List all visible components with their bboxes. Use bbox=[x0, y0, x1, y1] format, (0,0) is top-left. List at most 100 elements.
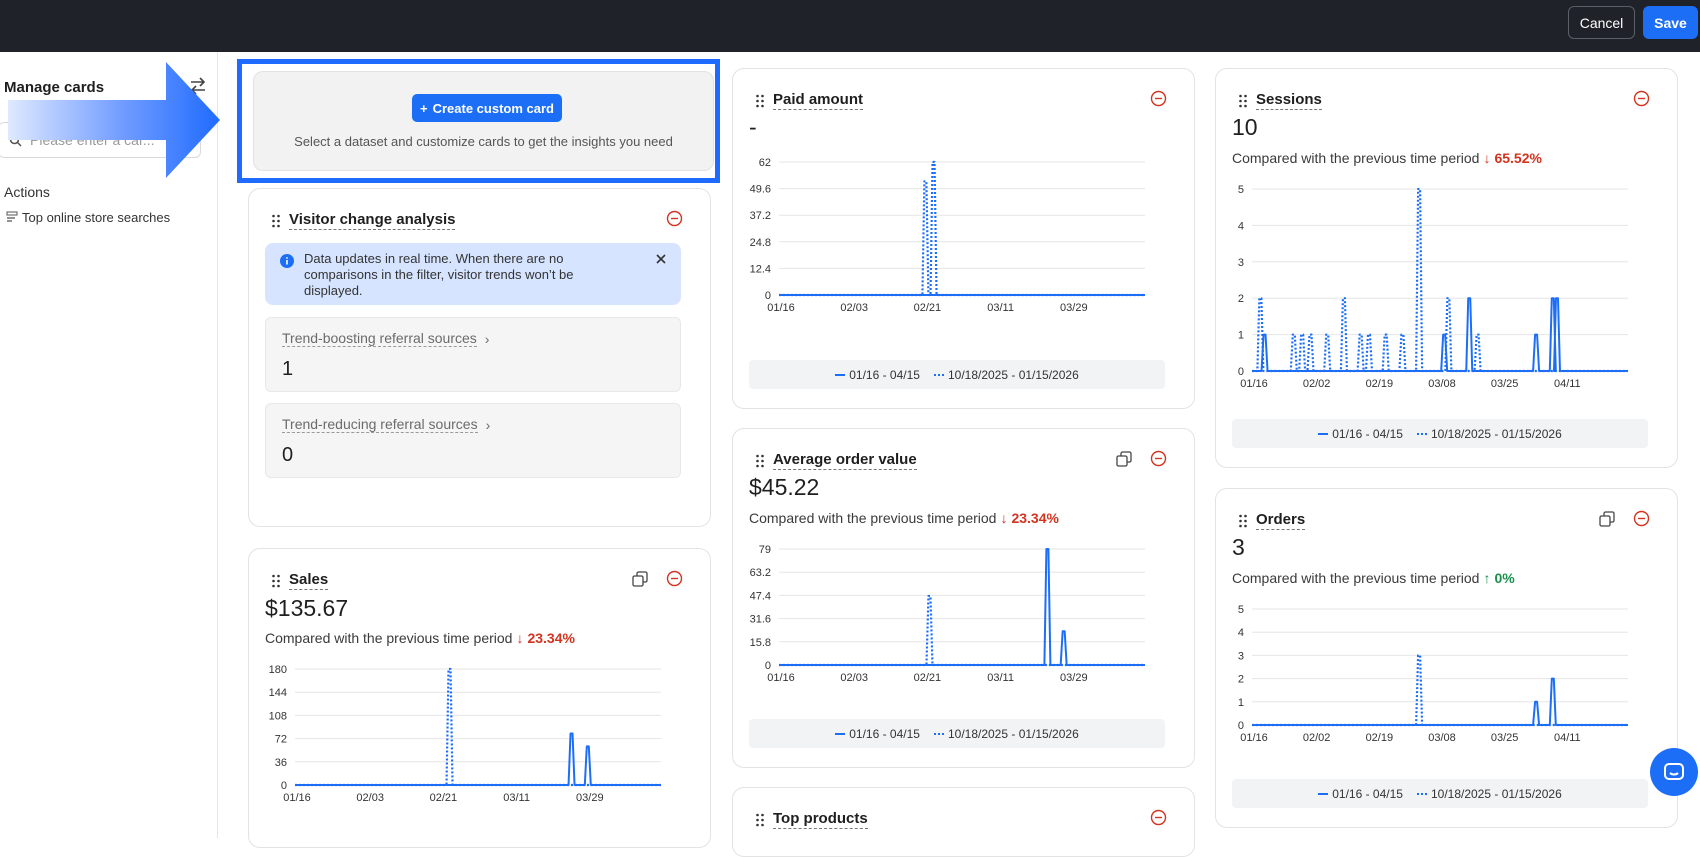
x-tick-label: 02/21 bbox=[914, 672, 942, 684]
remove-card-icon[interactable] bbox=[1633, 90, 1650, 107]
y-tick-label: 3 bbox=[1238, 257, 1244, 269]
compare-text: Compared with the previous time period ↓ 6… bbox=[1232, 150, 1542, 166]
swap-icon[interactable] bbox=[187, 76, 209, 96]
remove-card-icon[interactable] bbox=[1150, 450, 1167, 467]
drag-handle-icon[interactable] bbox=[1238, 514, 1248, 528]
boost-value: 1 bbox=[282, 358, 294, 380]
orders-chart: 0 1 2 3 4 5 01/16 02/02 02/19 03/08 03/25 04/11 bbox=[1238, 604, 1628, 744]
trend-boosting-sources[interactable]: Trend-boosting referral sources › 1 bbox=[265, 317, 681, 392]
trend-reducing-sources[interactable]: Trend-reducing referral sources › 0 bbox=[265, 403, 681, 478]
save-button[interactable]: Save bbox=[1643, 6, 1698, 39]
series-current-line bbox=[779, 548, 1145, 666]
plus-icon: + bbox=[420, 100, 428, 116]
y-tick-label: 4 bbox=[1238, 220, 1244, 232]
delta-value: 0% bbox=[1494, 570, 1515, 586]
aov-chart: 0 15.8 31.6 47.4 63.2 79 01/16 02/03 02/21 03/11 0… bbox=[750, 544, 1145, 684]
remove-card-icon[interactable] bbox=[666, 570, 683, 587]
info-banner: Data updates in real time. When there ar… bbox=[265, 243, 681, 305]
y-tick-label: 108 bbox=[269, 710, 287, 722]
reduce-label: Trend-reducing referral sources bbox=[282, 416, 478, 433]
y-tick-label: 0 bbox=[1238, 366, 1244, 378]
search-input[interactable] bbox=[30, 132, 180, 148]
paid-amount-chart: 0 12.4 24.8 37.2 49.6 62 01/16 02/03 02/21 03/11 0… bbox=[750, 157, 1145, 314]
x-tick-label: 03/29 bbox=[1060, 302, 1088, 314]
y-tick-label: 3 bbox=[1238, 650, 1244, 662]
metric-value: 3 bbox=[1232, 534, 1245, 560]
x-tick-label: 02/03 bbox=[840, 302, 868, 314]
remove-card-icon[interactable] bbox=[1150, 809, 1167, 826]
x-tick-label: 02/02 bbox=[1303, 732, 1331, 744]
sales-card: Sales $135.67 Compared with the previous… bbox=[248, 548, 711, 848]
arrow-down-icon: ↓ bbox=[1483, 150, 1491, 166]
drag-handle-icon[interactable] bbox=[755, 813, 765, 827]
legend-previous: 10/18/2025 - 01/15/2026 bbox=[933, 368, 1079, 382]
create-button-label: Create custom card bbox=[432, 100, 554, 116]
x-tick-label: 01/16 bbox=[767, 302, 795, 314]
average-order-value-card: Average order value $45.22 Compared with… bbox=[732, 428, 1195, 768]
drag-handle-icon[interactable] bbox=[271, 214, 281, 228]
legend-previous: 10/18/2025 - 01/15/2026 bbox=[933, 727, 1079, 741]
arrow-down-icon: ↓ bbox=[516, 630, 524, 646]
remove-card-icon[interactable] bbox=[1633, 510, 1650, 527]
x-tick-label: 03/08 bbox=[1428, 378, 1456, 387]
x-tick-label: 01/16 bbox=[767, 672, 795, 684]
sidebar-title: Manage cards bbox=[4, 79, 105, 96]
remove-card-icon[interactable] bbox=[1150, 90, 1167, 107]
series-previous-line bbox=[1252, 654, 1628, 727]
metric-value: $135.67 bbox=[265, 595, 349, 621]
arrow-up-icon: ↑ bbox=[1483, 570, 1491, 586]
cancel-button[interactable]: Cancel bbox=[1568, 6, 1635, 39]
chat-icon bbox=[1664, 763, 1684, 780]
card-title: Sessions bbox=[1256, 91, 1322, 110]
search-icon bbox=[9, 134, 22, 147]
y-tick-label: 36 bbox=[275, 757, 287, 769]
create-custom-card-button[interactable]: + Create custom card bbox=[412, 94, 562, 122]
compare-text: Compared with the previous time period ↓ 2… bbox=[265, 630, 575, 646]
series-previous-line bbox=[295, 667, 661, 787]
drag-handle-icon[interactable] bbox=[1238, 94, 1248, 108]
copy-icon[interactable] bbox=[632, 571, 648, 587]
series-current-line bbox=[1252, 677, 1628, 726]
series-current-line bbox=[1252, 297, 1628, 372]
ref-label: Trend-reducing referral sources › bbox=[282, 416, 490, 433]
copy-icon[interactable] bbox=[1116, 451, 1132, 467]
drag-handle-icon[interactable] bbox=[755, 454, 765, 468]
y-tick-label: 79 bbox=[759, 544, 771, 556]
x-tick-label: 01/16 bbox=[1240, 378, 1268, 387]
paid-amount-card: Paid amount - 0 12.4 24.8 37.2 49.6 62 01/16 02… bbox=[732, 68, 1195, 409]
card-title: Sales bbox=[289, 571, 329, 590]
info-icon bbox=[280, 254, 294, 268]
series-previous-line bbox=[1252, 187, 1628, 373]
drag-handle-icon[interactable] bbox=[271, 574, 281, 588]
y-tick-label: 1 bbox=[1238, 330, 1244, 342]
legend-current: 01/16 - 04/15 bbox=[835, 727, 920, 741]
delta-value: 23.34% bbox=[1011, 510, 1059, 526]
sidebar-item-top-online-store-searches[interactable]: Top online store searches bbox=[6, 210, 170, 225]
sidebar-item-label: Top online store searches bbox=[22, 210, 171, 225]
remove-card-icon[interactable] bbox=[666, 210, 683, 227]
x-tick-label: 02/19 bbox=[1366, 378, 1394, 387]
chevron-right-icon: › bbox=[485, 416, 491, 433]
close-icon[interactable] bbox=[654, 252, 668, 266]
copy-icon[interactable] bbox=[1599, 511, 1615, 527]
drag-handle-icon[interactable] bbox=[755, 94, 765, 108]
create-description: Select a dataset and customize cards to … bbox=[294, 134, 673, 149]
x-tick-label: 03/25 bbox=[1491, 378, 1519, 387]
create-custom-card: + Create custom card Select a dataset an… bbox=[253, 71, 714, 171]
y-tick-label: 63.2 bbox=[750, 567, 771, 579]
sales-chart: 0 36 72 108 144 180 01/16 02/03 02/21 03/11 03/29 bbox=[269, 664, 661, 804]
chat-button[interactable] bbox=[1650, 748, 1698, 796]
compare-label: Compared with the previous time period bbox=[265, 630, 513, 646]
legend-current: 01/16 - 04/15 bbox=[835, 368, 920, 382]
card-header: Average order value bbox=[755, 451, 917, 470]
y-tick-label: 49.6 bbox=[750, 184, 771, 196]
x-tick-label: 01/16 bbox=[283, 792, 311, 804]
y-tick-label: 47.4 bbox=[750, 590, 771, 602]
x-tick-label: 03/29 bbox=[576, 792, 604, 804]
card-header: Orders bbox=[1238, 511, 1306, 530]
legend-previous: 10/18/2025 - 01/15/2026 bbox=[1416, 427, 1562, 441]
compare-text: Compared with the previous time period ↑ 0… bbox=[1232, 570, 1515, 586]
y-tick-label: 4 bbox=[1238, 627, 1244, 639]
card-search[interactable] bbox=[0, 122, 201, 158]
sessions-chart: 0 1 2 3 4 5 01/16 02/02 02/19 03/08 03/25 04/11 bbox=[1238, 184, 1628, 387]
